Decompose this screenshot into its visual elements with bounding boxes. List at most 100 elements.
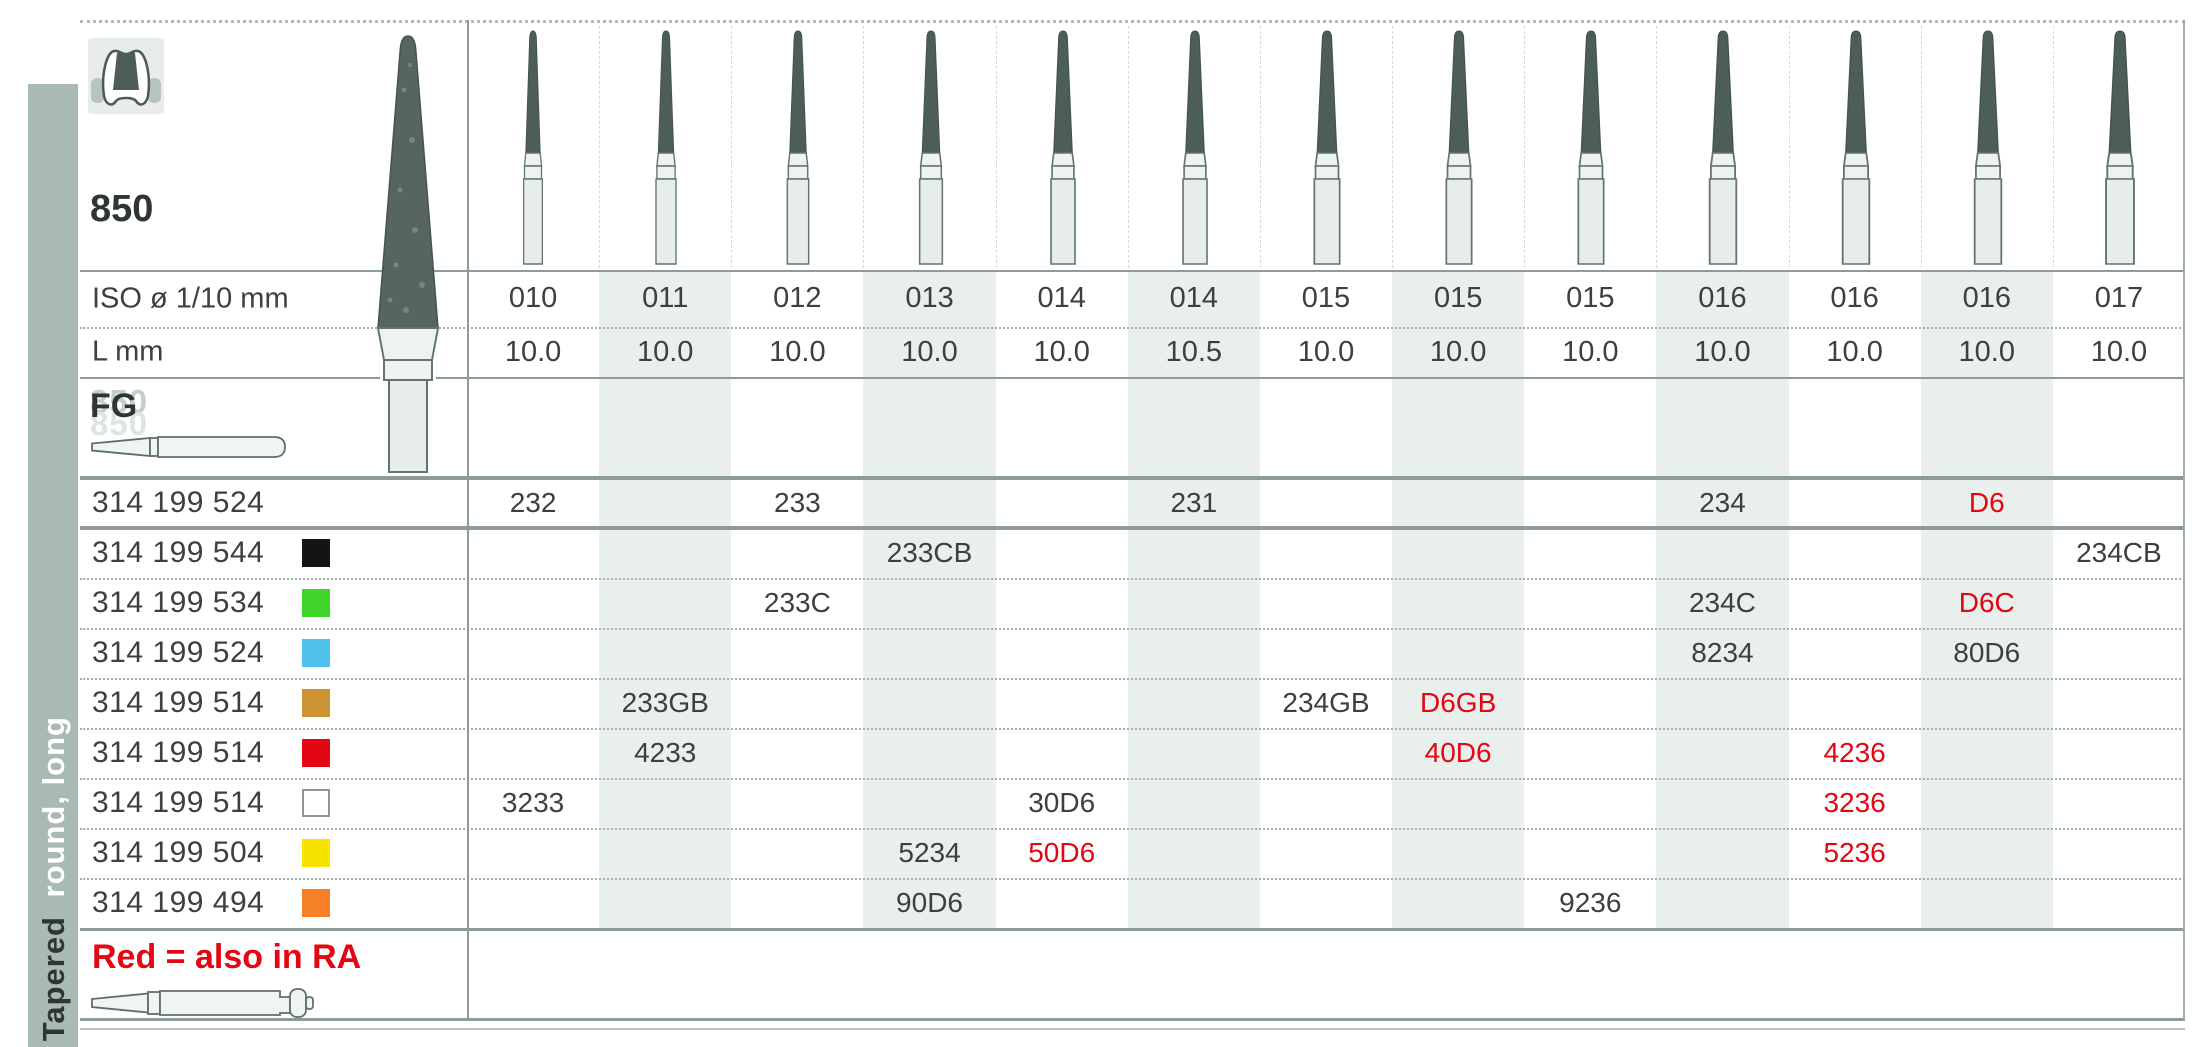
- catalog-code: 50D6: [1028, 837, 1096, 868]
- iso-value: 016: [1698, 282, 1747, 314]
- catalog-code: 234C: [1688, 587, 1756, 618]
- large-bur-photo: [352, 30, 464, 475]
- table-top-border: [80, 20, 2185, 23]
- bur-image: [731, 26, 864, 268]
- length-value: 10.0: [1562, 335, 1619, 368]
- grit-color-chip-red: [302, 739, 330, 767]
- catalog-code: 30D6: [1028, 787, 1096, 818]
- catalog-code: D6: [1968, 487, 2005, 518]
- order-number: 314 199 504: [92, 836, 265, 869]
- product-row: 314 199 514 233GB 234GB D6GB: [80, 678, 2185, 728]
- grit-color-chip-green: [302, 589, 330, 617]
- catalog-code: 234CB: [2076, 537, 2162, 568]
- shank-row-divider: [80, 476, 2185, 480]
- right-border: [2183, 20, 2185, 1020]
- length-value: 10.0: [636, 335, 694, 368]
- red-ra-note: Red = also in RA: [92, 938, 362, 976]
- standard-row-divider: [80, 526, 2185, 530]
- order-number: 314 199 514: [92, 736, 265, 769]
- subsection-vertical-label: round, long: [36, 715, 71, 897]
- iso-value: 012: [773, 282, 822, 314]
- iso-value: 014: [1037, 282, 1086, 314]
- product-number: 850: [90, 188, 154, 230]
- column-stripe: [1656, 270, 1789, 928]
- row-separator: [80, 578, 2185, 580]
- order-number: 314 199 514: [92, 686, 265, 719]
- row-separator: [80, 628, 2185, 630]
- length-row: L mm 10.0 10.0 10.0 10.0 10.0 10.5 10.0 10.0 10.…: [80, 327, 2185, 377]
- catalog-code: D6GB: [1420, 687, 1497, 718]
- length-value: 10.0: [1826, 335, 1883, 368]
- iso-value: 017: [2094, 282, 2144, 314]
- row-separator: [80, 828, 2185, 830]
- order-number: 314 199 534: [92, 586, 265, 619]
- bur-image: [1392, 26, 1525, 268]
- table-footer: Red = also in RA: [80, 928, 2185, 1020]
- length-value: 10.0: [1297, 335, 1355, 368]
- catalog-code: 3236: [1823, 787, 1886, 818]
- length-row-divider: [80, 377, 2185, 379]
- catalog-code: 4236: [1823, 737, 1886, 768]
- section-strip: round, long Tapered: [28, 84, 78, 1047]
- grit-color-chip-orange: [302, 889, 330, 917]
- iso-row-label: ISO ø 1/10 mm: [92, 282, 289, 314]
- column-stripe: [1392, 270, 1525, 928]
- bur-image: [995, 26, 1129, 268]
- row-separator: [80, 678, 2185, 680]
- column-stripe: [1127, 270, 1260, 928]
- column-stripe: [1920, 270, 2053, 928]
- catalog-code: 5236: [1823, 837, 1886, 868]
- column-stripe: [599, 270, 732, 928]
- panel-separator: [467, 20, 469, 1020]
- catalog-code: 233: [774, 487, 821, 518]
- grit-color-chip-yellow: [302, 839, 330, 867]
- length-value: 10.0: [1429, 335, 1487, 368]
- catalog-code: 40D6: [1424, 737, 1492, 768]
- catalog-code: 231: [1170, 487, 1218, 518]
- length-row-label: L mm: [92, 335, 164, 368]
- length-value: 10.0: [2090, 335, 2148, 368]
- shank-type-block: 850 850 FG: [80, 377, 467, 476]
- row-separator: [80, 778, 2185, 780]
- catalog-code: 5234: [898, 837, 961, 868]
- grit-color-chip-white: [302, 789, 330, 817]
- catalog-code: 234GB: [1282, 687, 1370, 718]
- iso-value: 013: [905, 282, 954, 314]
- length-value: 10.0: [504, 335, 562, 368]
- shank-ghost-text: 850: [90, 405, 149, 442]
- length-value: 10.0: [1694, 335, 1751, 368]
- rows-bottom-divider: [80, 928, 2185, 931]
- product-row: 314 199 514 4233 40D6 4236: [80, 728, 2185, 778]
- product-row: 314 199 544 233CB 234CB: [80, 528, 2185, 578]
- bur-image: [1656, 26, 1789, 268]
- product-row: 314 199 514 3233 30D6 3236: [80, 778, 2185, 828]
- row-separator: [80, 878, 2185, 880]
- fg-shank-icon: [88, 429, 293, 470]
- order-number: 314 199 514: [92, 786, 265, 819]
- bur-image: [863, 26, 996, 268]
- length-value: 10.0: [769, 335, 826, 368]
- catalog-table: 850 ISO ø 1/10 mm 010 011 012 013 014 014 015 0…: [80, 20, 2185, 1032]
- product-row: 314 199 494 90D6 9236: [80, 878, 2185, 928]
- catalog-code: 233CB: [886, 537, 973, 568]
- grit-color-chip-black: [302, 539, 330, 567]
- bur-image: [599, 26, 732, 268]
- length-value: 10.0: [1033, 335, 1090, 368]
- length-value: 10.0: [1958, 335, 2015, 368]
- catalog-code: 233GB: [621, 687, 709, 718]
- grit-color-chip-blue: [302, 639, 330, 667]
- iso-value: 015: [1433, 282, 1483, 314]
- order-number: 314 199 494: [92, 886, 265, 919]
- table-bottom-border: [80, 1018, 2185, 1021]
- image-row-divider: [80, 270, 2185, 272]
- iso-value: 016: [1962, 282, 2011, 314]
- bur-image: [1127, 26, 1261, 268]
- catalog-code: 80D6: [1953, 637, 2021, 668]
- catalog-code: 234: [1699, 487, 1746, 518]
- catalog-code: 4233: [634, 737, 697, 768]
- order-number: 314 199 524: [92, 486, 265, 519]
- ra-shank-icon: [88, 982, 323, 1029]
- product-row: 314 199 524 8234 80D6: [80, 628, 2185, 678]
- bur-image: [1920, 26, 2054, 268]
- shank-code-label: FG: [90, 387, 138, 425]
